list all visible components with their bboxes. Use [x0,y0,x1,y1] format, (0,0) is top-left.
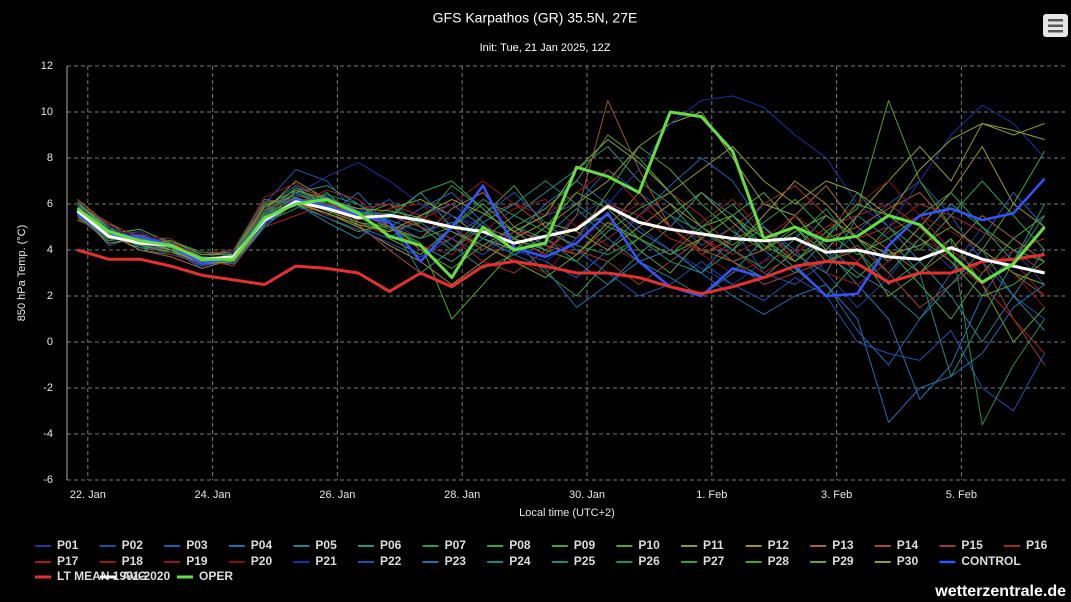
legend-label: CONTROL [961,554,1020,568]
x-tick-label: 1. Feb [696,489,727,501]
legend-label: P20 [251,554,273,568]
legend-label: P08 [509,538,531,552]
menu-bar [1048,30,1063,33]
y-tick-label: 2 [47,290,53,302]
legend-label: P09 [574,538,596,552]
menu-bar [1048,19,1063,22]
x-tick-label: 5. Feb [946,489,977,501]
series-line [76,110,1046,284]
legend-label: P25 [574,554,596,568]
y-tick-label: 10 [41,106,53,118]
legend-label: P21 [315,554,337,568]
x-tick-label: 26. Jan [319,489,355,501]
legend-label: P01 [57,538,79,552]
x-axis-label: Local time (UTC+2) [519,507,615,519]
legend-label: P06 [380,538,402,552]
series-line [77,192,1045,354]
x-tick-label: 3. Feb [821,489,852,501]
series-line [77,111,1045,265]
legend-label: P17 [57,554,79,568]
legend-label: P03 [186,538,208,552]
legend-label: P22 [380,554,402,568]
legend-label: P10 [638,538,660,552]
legend-label: P04 [251,538,273,552]
legend-label: P15 [961,538,983,552]
chart-title: GFS Karpathos (GR) 35.5N, 27E [433,10,638,26]
x-tick-label: 22. Jan [70,489,106,501]
y-tick-label: -4 [43,428,53,440]
y-tick-label: 0 [47,336,53,348]
x-tick-label: 24. Jan [195,489,231,501]
menu-bar [1048,24,1063,27]
legend-label: P19 [186,554,208,568]
legend-label: OPER [199,569,233,583]
legend-label: P11 [703,538,724,552]
x-tick-label: 30. Jan [569,489,605,501]
legend-label: P05 [315,538,337,552]
series-line [77,192,1046,412]
x-tick-label: 28. Jan [444,489,480,501]
legend-label: P24 [509,554,531,568]
credit: wetterzentrale.de [934,583,1066,600]
legend-label: P14 [897,538,919,552]
series-line [77,123,1045,265]
legend-label: P29 [832,554,854,568]
legend-label: P16 [1026,538,1048,552]
series-line [77,196,1045,423]
y-tick-label: 8 [47,152,53,164]
series-line [77,198,1046,366]
legend-label: P28 [768,554,790,568]
legend-label: P26 [638,554,660,568]
legend-label: P18 [122,554,144,568]
y-tick-label: 12 [41,60,53,72]
y-tick-label: -6 [43,474,53,486]
legend-label: P12 [768,538,790,552]
menu-button[interactable] [1043,14,1068,37]
y-tick-label: -2 [43,382,53,394]
chart-subtitle: Init: Tue, 21 Jan 2025, 12Z [480,42,611,54]
y-axis-label: 850 hPa Temp. (°C) [16,225,28,322]
series-line [77,100,1046,269]
legend-label: P30 [897,554,919,568]
legend-label: P07 [445,538,467,552]
legend-label: P02 [122,538,144,552]
series-line [76,248,1045,296]
legend-label: P23 [445,554,467,568]
y-tick-label: 6 [47,198,53,210]
y-tick-label: 4 [47,244,53,256]
legend-label: P13 [832,538,854,552]
legend-label: P27 [703,554,725,568]
legend-label: AVG [122,569,147,583]
